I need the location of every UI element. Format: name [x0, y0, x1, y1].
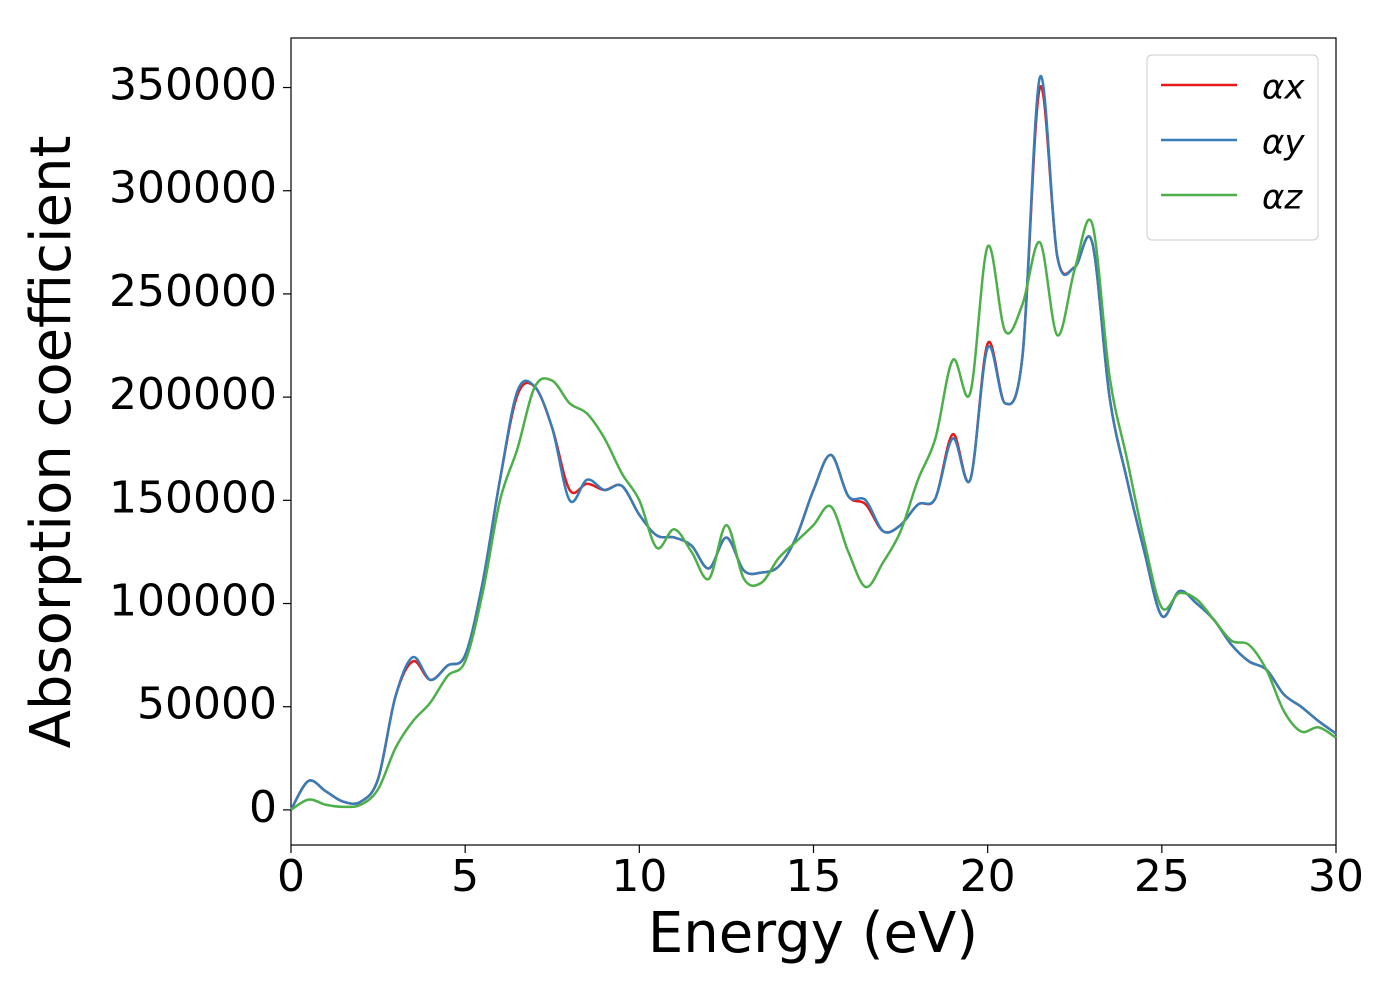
x-tick-label: 30	[1308, 851, 1364, 902]
x-axis-label: Energy (eV)	[648, 901, 978, 966]
y-tick-label: 50000	[137, 679, 277, 730]
x-tick-label: 15	[786, 851, 842, 902]
legend-label: αy	[1262, 123, 1305, 163]
y-tick-label: 350000	[109, 60, 277, 111]
legend-label: αz	[1262, 178, 1303, 218]
x-tick-label: 20	[960, 851, 1016, 902]
data-line	[290, 218, 1337, 811]
data-line	[289, 74, 1337, 811]
x-tick-label: 25	[1134, 851, 1190, 902]
y-tick-label: 300000	[109, 163, 277, 214]
x-tick-label: 0	[277, 851, 305, 902]
y-tick-label: 200000	[109, 369, 277, 420]
y-tick-label: 250000	[109, 266, 277, 317]
y-tick-label: 100000	[109, 576, 277, 627]
y-tick-label: 0	[249, 782, 277, 833]
y-tick-label: 150000	[109, 472, 277, 523]
legend-label: αx	[1262, 68, 1305, 108]
x-tick-label: 10	[611, 851, 667, 902]
x-tick-label: 5	[451, 851, 479, 902]
legend: αx αy αz	[1146, 54, 1319, 241]
y-axis-label: Absorption coefficient	[19, 136, 84, 749]
